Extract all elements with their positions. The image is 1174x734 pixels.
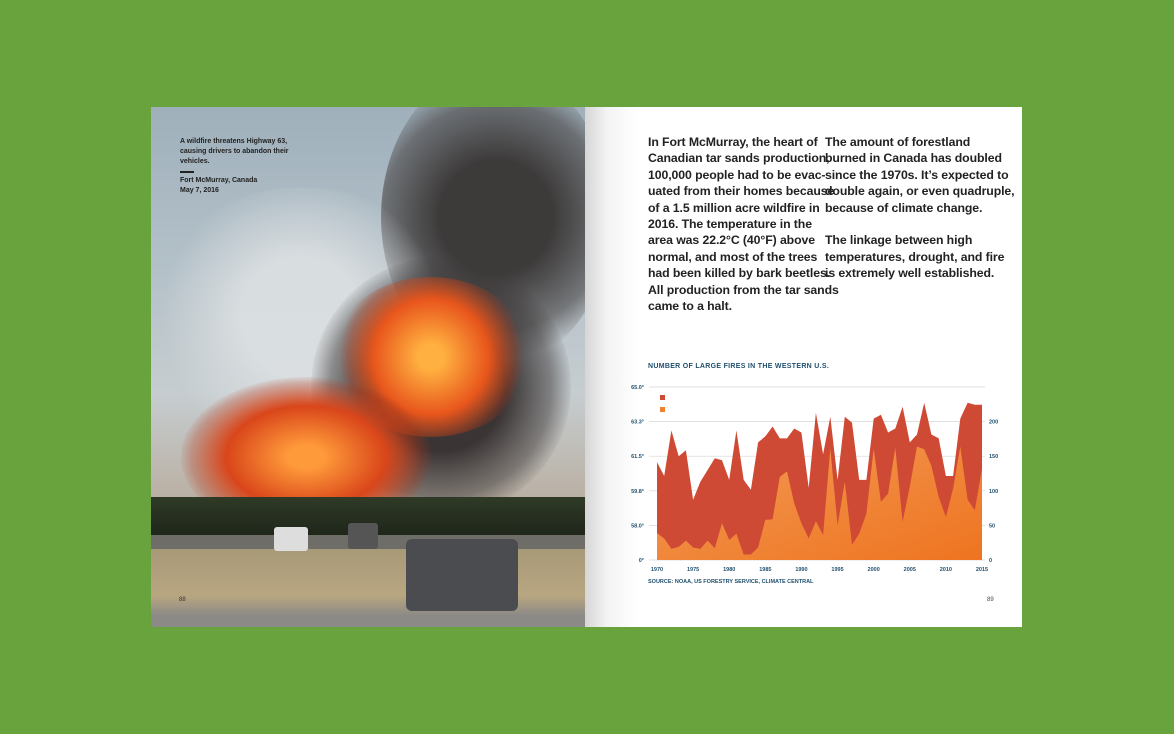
body-text-line: double again, or even quadruple, <box>825 184 1015 199</box>
x-axis-tick: 1980 <box>723 567 735 573</box>
x-axis-tick: 1990 <box>795 567 807 573</box>
x-axis-tick: 2015 <box>976 567 988 573</box>
body-text-line: since the 1970s. It’s expected to <box>825 167 1009 182</box>
left-axis-tick: 58.0° <box>631 523 644 529</box>
right-axis-tick: 100 <box>989 489 998 495</box>
body-text-line: came to a halt. <box>648 299 732 314</box>
left-axis-tick: 65.0° <box>631 385 644 391</box>
body-text-line: All production from the tar sands <box>648 282 839 297</box>
legend-label: Large fires <box>671 408 697 414</box>
chart-source: SOURCE: NOAA, US FORESTRY SERVICE, CLIMA… <box>648 579 814 585</box>
body-text-line: The amount of forestland <box>825 135 971 149</box>
page-number-right: 89 <box>987 597 994 603</box>
chart: 0° 58.0° 59.8° 61.5° 63.3° 65.0° 0 50 100 150 200 1… <box>631 385 998 573</box>
page-number-left: 88 <box>179 597 186 603</box>
x-axis-tick: 1995 <box>831 567 843 573</box>
caption-line: A wildfire threatens Highway 63, <box>180 138 288 145</box>
legend-label: Average spring/summer temperature °F <box>671 396 768 402</box>
body-text-line: uated from their homes because <box>648 184 835 199</box>
left-axis-tick: 61.5° <box>631 454 644 460</box>
x-axis-tick: 1975 <box>687 567 699 573</box>
body-text-line: because of climate change. <box>825 200 983 215</box>
caption-date: May 7, 2016 <box>180 187 219 194</box>
photo-caption: A wildfire threatens Highway 63, causing… <box>180 137 320 196</box>
body-text-line: Canadian tar sands production, <box>648 151 830 166</box>
body-text-line: The linkage between high <box>825 233 973 248</box>
caption-rule <box>180 171 194 173</box>
body-text-line: In Fort McMurray, the heart of <box>648 135 818 149</box>
white-truck <box>274 527 308 551</box>
body-text-line: temperatures, drought, and fire <box>825 249 1005 264</box>
right-page: In Fort McMurray, the heart of Canadian t… <box>585 107 1022 627</box>
left-axis-tick: 0° <box>639 558 644 564</box>
chart-title: NUMBER OF LARGE FIRES IN THE WESTERN U.S… <box>648 363 830 370</box>
body-text-line: 2016. The temperature in the <box>648 217 812 232</box>
x-axis-tick: 2000 <box>868 567 880 573</box>
left-page-photo: A wildfire threatens Highway 63, causing… <box>151 107 585 627</box>
caption-location: Fort McMurray, Canada <box>180 177 258 184</box>
x-axis-tick: 1985 <box>759 567 771 573</box>
right-axis-tick: 200 <box>989 420 998 426</box>
left-axis-tick: 59.8° <box>631 489 644 495</box>
caption-line: causing drivers to abandon their <box>180 148 289 155</box>
x-axis-tick: 2005 <box>904 567 916 573</box>
caption-line: vehicles. <box>180 158 210 165</box>
body-text-line: had been killed by bark beetles. <box>648 266 831 281</box>
body-text-line: of a 1.5 million acre wildfire in <box>648 200 820 215</box>
large-fires-area <box>657 446 982 560</box>
body-text-line: 100,000 people had to be evac- <box>648 167 826 182</box>
body-text-line: burned in Canada has doubled <box>825 151 1002 166</box>
body-column-2: The amount of forestland burned in Canada… <box>825 134 1015 282</box>
x-axis-tick: 2010 <box>940 567 952 573</box>
car <box>348 523 378 549</box>
right-axis-tick: 50 <box>989 523 995 529</box>
body-text-line: area was 22.2°C (40°F) above <box>648 233 815 248</box>
legend-swatch <box>660 407 665 412</box>
body-text-line: is extremely well established. <box>825 266 995 281</box>
left-axis-tick: 63.3° <box>631 420 644 426</box>
pickup-truck <box>406 539 518 611</box>
x-axis-tick: 1970 <box>651 567 663 573</box>
right-axis-tick: 150 <box>989 454 998 460</box>
legend-swatch <box>660 395 665 400</box>
right-axis-tick: 0 <box>989 558 992 564</box>
roadside-grass <box>151 549 585 627</box>
body-text-line: normal, and most of the trees <box>648 249 818 264</box>
body-column-1: In Fort McMurray, the heart of Canadian t… <box>648 134 839 314</box>
